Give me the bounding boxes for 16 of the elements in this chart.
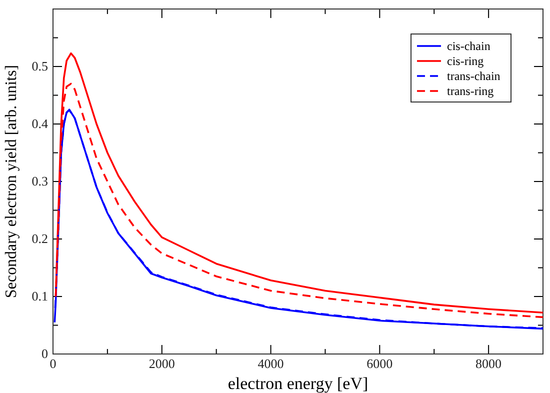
- x-tick-label: 4000: [258, 356, 284, 372]
- y-tick-label: 0.5: [32, 58, 48, 74]
- legend-label: trans-chain: [447, 69, 500, 83]
- x-axis-title: electron energy [eV]: [228, 374, 368, 393]
- y-tick-label: 0.1: [32, 288, 48, 304]
- x-tick-label: 2000: [148, 356, 175, 372]
- legend-label: trans-ring: [447, 84, 494, 98]
- y-axis-title: Secondary electron yield [arb. units]: [3, 64, 20, 298]
- y-tick-label: 0.2: [32, 231, 48, 246]
- x-tick-label: 6000: [366, 356, 393, 372]
- x-tick-label: 8000: [476, 356, 502, 372]
- legend-label: cis-chain: [447, 39, 490, 53]
- y-tick-label: 0.4: [32, 116, 48, 132]
- y-tick-label: 0.3: [32, 174, 48, 189]
- y-tick-label: 0: [42, 346, 48, 362]
- legend-label: cis-ring: [447, 54, 484, 68]
